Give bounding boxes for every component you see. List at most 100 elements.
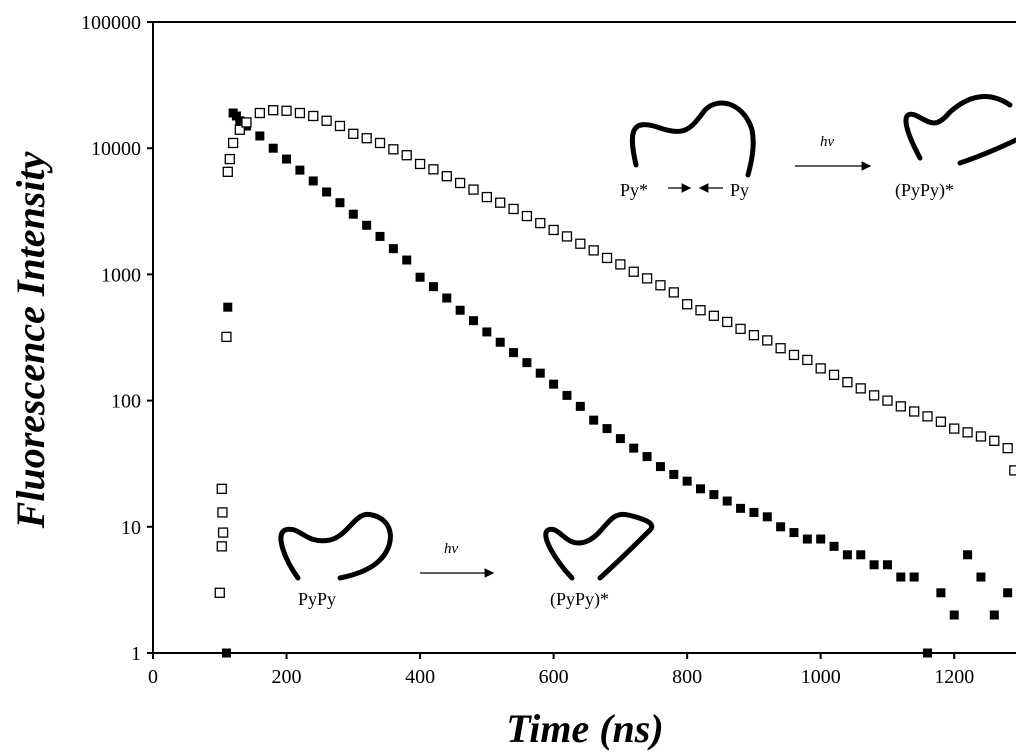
data-point (936, 588, 946, 598)
data-point (602, 424, 612, 434)
data-point (442, 293, 452, 303)
data-point (481, 191, 492, 203)
data-point (222, 166, 233, 177)
data-point (1009, 465, 1016, 476)
data-point (615, 434, 625, 444)
data-point (535, 217, 546, 229)
data-point (282, 154, 292, 164)
data-point (374, 137, 386, 149)
data-point (268, 143, 278, 153)
data-point (935, 416, 947, 427)
data-point (216, 483, 227, 494)
annotation: hv (444, 541, 459, 557)
data-point (615, 259, 626, 270)
loop-shape (903, 94, 1016, 166)
x-tick-label: 1000 (801, 666, 841, 688)
y-tick-label: 100000 (81, 12, 141, 34)
data-point (775, 343, 786, 354)
data-point (575, 238, 586, 249)
data-point (308, 176, 318, 186)
data-point (749, 507, 759, 517)
annotation: Py (730, 180, 749, 200)
x-axis-title: Time (ns) (506, 706, 663, 751)
data-point (415, 272, 425, 282)
data-point (629, 443, 639, 453)
data-point (414, 158, 426, 170)
y-axis-title: Fluorescence Intensity (8, 151, 53, 529)
data-point (735, 323, 746, 335)
data-point (856, 550, 866, 560)
data-point (695, 305, 706, 316)
annotation: (PyPy)* (550, 589, 609, 610)
data-point (388, 244, 398, 254)
data-point (561, 231, 573, 242)
data-point (628, 266, 639, 277)
data-point (655, 462, 665, 472)
data-point (589, 415, 599, 425)
data-point (401, 150, 412, 161)
y-tick-label: 1000 (101, 264, 141, 286)
data-point (895, 401, 906, 412)
data-point (668, 287, 679, 298)
data-point (495, 197, 506, 208)
data-point (268, 105, 279, 116)
x-tick-label: 200 (272, 666, 302, 688)
data-point (882, 395, 893, 406)
data-point (575, 401, 585, 411)
data-point (235, 116, 245, 126)
data-point (321, 115, 332, 126)
loop-shape (543, 511, 655, 581)
data-point (234, 124, 245, 135)
data-point (762, 335, 773, 346)
annotation: Py* (620, 180, 648, 200)
data-point (535, 368, 545, 378)
data-point (217, 507, 228, 518)
data-point (214, 587, 225, 598)
data-point (909, 406, 920, 417)
data-point (829, 541, 839, 551)
data-point (842, 377, 853, 388)
data-point (227, 137, 239, 149)
data-point (802, 534, 812, 544)
data-point (828, 369, 840, 380)
data-point (949, 610, 959, 620)
data-point (509, 348, 519, 358)
data-point (776, 522, 786, 532)
data-point (1002, 442, 1013, 454)
annotation: hv (820, 134, 835, 150)
data-point (335, 198, 345, 208)
y-tick-label: 10 (121, 517, 141, 539)
data-point (949, 423, 960, 434)
x-tick-label: 1200 (934, 666, 974, 688)
plot-marks (214, 105, 1016, 658)
data-point (802, 354, 813, 366)
data-point (562, 390, 572, 400)
data-point (869, 560, 879, 570)
annotation: (PyPy)* (895, 180, 954, 201)
x-tick-label: 0 (148, 666, 158, 688)
data-point (281, 105, 292, 116)
data-point (976, 572, 986, 582)
data-point (882, 560, 892, 570)
data-point (682, 476, 692, 486)
data-point (855, 383, 866, 394)
annotation: PyPy (298, 589, 336, 609)
data-point (308, 110, 319, 122)
data-point (601, 252, 613, 264)
data-point (816, 534, 826, 544)
data-point (255, 131, 265, 141)
data-point (748, 330, 760, 341)
data-point (669, 469, 679, 479)
data-point (454, 177, 466, 189)
data-point (322, 187, 332, 197)
data-point (402, 255, 412, 265)
data-point (682, 299, 693, 310)
data-point (722, 496, 732, 506)
data-point (548, 224, 559, 236)
data-point (709, 490, 719, 500)
data-point (788, 349, 800, 361)
data-point (254, 107, 265, 119)
data-point (231, 111, 241, 121)
data-point (962, 427, 973, 438)
loop-shape (278, 511, 393, 581)
